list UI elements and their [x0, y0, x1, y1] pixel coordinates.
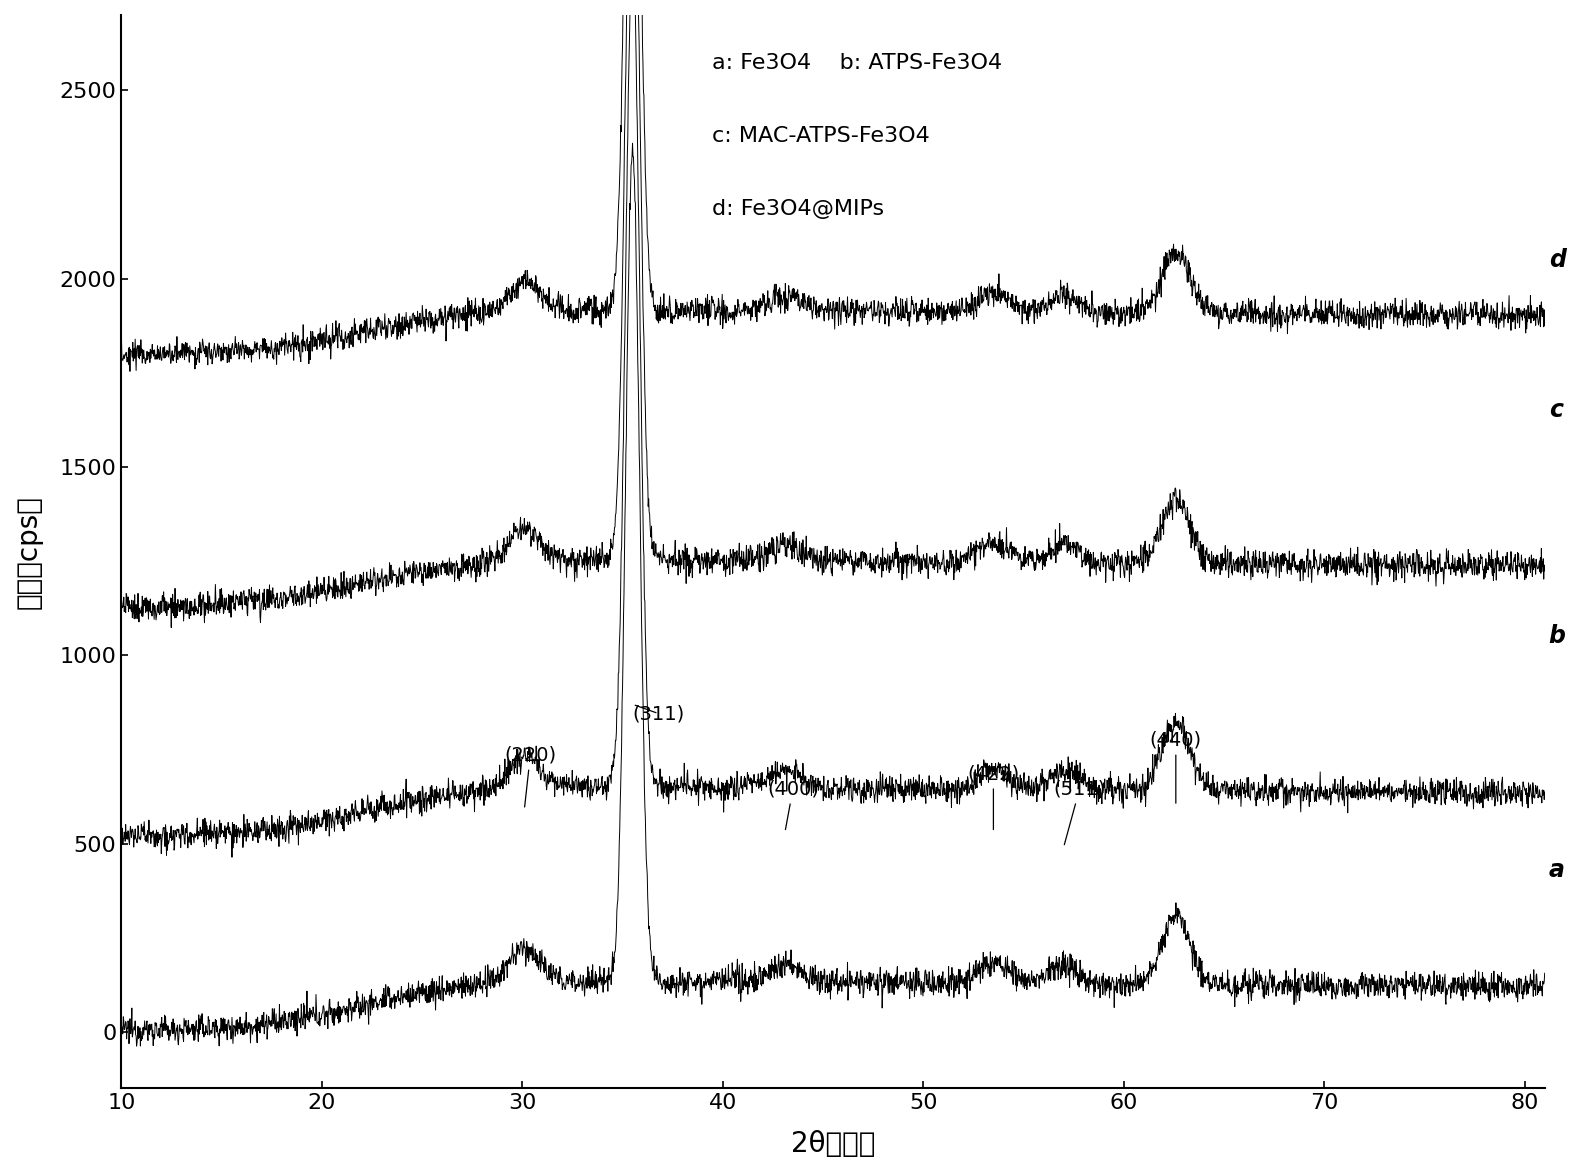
Text: (311): (311) — [632, 704, 684, 723]
Text: a: a — [1548, 857, 1564, 882]
X-axis label: 2θ（度）: 2θ（度） — [792, 1130, 875, 1158]
Text: (511): (511) — [1054, 779, 1106, 845]
Text: (422): (422) — [967, 765, 1019, 829]
Text: d: Fe3O4@MIPs: d: Fe3O4@MIPs — [713, 198, 885, 218]
Text: c: MAC-ATPS-Fe3O4: c: MAC-ATPS-Fe3O4 — [713, 126, 929, 145]
Text: (400): (400) — [766, 779, 818, 829]
Text: (440): (440) — [1150, 731, 1202, 804]
Text: d: d — [1548, 248, 1566, 272]
Y-axis label: 强度（cps）: 强度（cps） — [14, 495, 43, 609]
Text: a: Fe3O4    b: ATPS-Fe3O4: a: Fe3O4 b: ATPS-Fe3O4 — [713, 53, 1002, 73]
Text: b: b — [1548, 624, 1566, 649]
Text: c: c — [1548, 399, 1563, 422]
Text: (220): (220) — [504, 746, 556, 807]
